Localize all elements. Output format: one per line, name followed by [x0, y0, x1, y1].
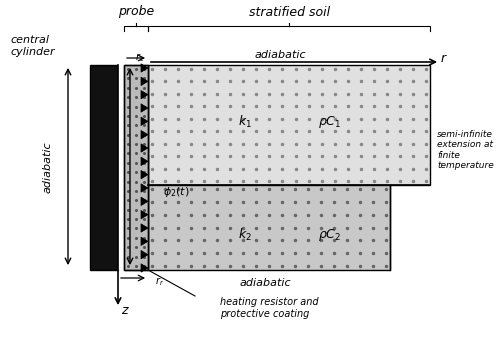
Polygon shape [141, 237, 148, 245]
Polygon shape [141, 211, 148, 219]
Text: $\phi_2(t)$: $\phi_2(t)$ [163, 185, 190, 199]
Text: adiabatic: adiabatic [254, 50, 306, 60]
Polygon shape [141, 170, 148, 179]
Bar [90, 65, 118, 270]
Polygon shape [141, 64, 148, 72]
Text: e: e [132, 162, 138, 172]
Bar [148, 185, 390, 270]
Polygon shape [141, 264, 148, 272]
Bar [118, 65, 124, 270]
Text: $r_c$: $r_c$ [135, 52, 144, 65]
Text: adiabatic: adiabatic [43, 141, 53, 193]
Polygon shape [141, 144, 148, 152]
Text: $z$: $z$ [120, 304, 130, 316]
Text: $\rho C_2$: $\rho C_2$ [318, 227, 342, 243]
Text: $r$: $r$ [440, 51, 448, 65]
Text: semi-infinite
extension at
finite
temperature: semi-infinite extension at finite temper… [437, 130, 494, 170]
Polygon shape [141, 77, 148, 86]
Polygon shape [141, 117, 148, 125]
Text: adiabatic: adiabatic [239, 278, 291, 288]
Polygon shape [141, 91, 148, 99]
Text: $\rho C_1$: $\rho C_1$ [318, 114, 342, 130]
Text: central
cylinder: central cylinder [10, 35, 54, 56]
Text: probe: probe [118, 5, 154, 19]
Bar [148, 65, 430, 185]
Bar [124, 65, 148, 270]
Text: $k_1$: $k_1$ [238, 114, 252, 130]
Polygon shape [141, 157, 148, 166]
Text: $r_r$: $r_r$ [155, 275, 164, 288]
Polygon shape [141, 224, 148, 232]
Polygon shape [141, 130, 148, 139]
Text: $k_2$: $k_2$ [238, 227, 252, 243]
Polygon shape [141, 104, 148, 112]
Text: heating resistor and
protective coating: heating resistor and protective coating [220, 297, 318, 319]
Polygon shape [141, 197, 148, 206]
Bar [124, 65, 148, 270]
Polygon shape [141, 250, 148, 259]
Text: stratified soil: stratified soil [250, 5, 330, 19]
Polygon shape [141, 184, 148, 192]
